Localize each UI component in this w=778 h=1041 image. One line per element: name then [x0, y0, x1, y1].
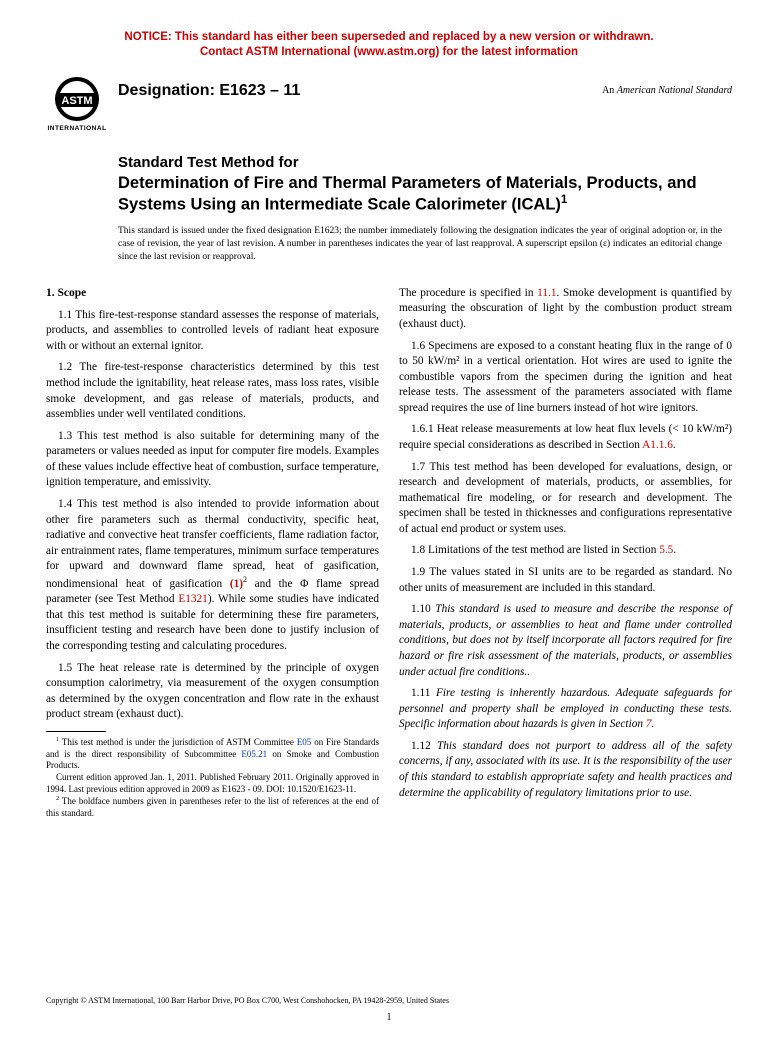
para-1-6: 1.6 Specimens are exposed to a constant … [399, 339, 732, 417]
designation-text: Designation: E1623 – 11 [118, 82, 300, 100]
section-1-heading: 1. Scope [46, 286, 379, 302]
footnote-1: 1 This test method is under the jurisdic… [46, 736, 379, 772]
para-1-6-1: 1.6.1 Heat release measurements at low h… [399, 422, 732, 453]
logo-text-bottom: INTERNATIONAL [47, 125, 106, 132]
para-1-5-cont: The procedure is specified in 11.1. Smok… [399, 286, 732, 333]
link-e1321[interactable]: E1321 [178, 593, 208, 605]
page-number: 1 [0, 1012, 778, 1023]
right-column: The procedure is specified in 11.1. Smok… [399, 286, 732, 820]
para-1-5: 1.5 The heat release rate is determined … [46, 661, 379, 723]
link-5-5[interactable]: 5.5 [659, 544, 673, 556]
footnote-1-edition: Current edition approved Jan. 1, 2011. P… [46, 772, 379, 795]
link-e05[interactable]: E05 [297, 737, 312, 747]
astm-logo: ASTM INTERNATIONAL [46, 74, 108, 136]
reference-1[interactable]: (1) [230, 578, 243, 590]
logo-text-top: ASTM [61, 95, 92, 107]
para-1-9: 1.9 The values stated in SI units are to… [399, 565, 732, 596]
link-e05-21[interactable]: E05.21 [241, 749, 267, 759]
body-columns: 1. Scope 1.1 This fire-test-response sta… [46, 286, 732, 820]
notice-line-2: Contact ASTM International (www.astm.org… [200, 46, 578, 58]
para-1-4: 1.4 This test method is also intended to… [46, 497, 379, 655]
para-1-7: 1.7 This test method has been developed … [399, 460, 732, 538]
title-lead: Standard Test Method for [118, 154, 732, 173]
header-row: ASTM INTERNATIONAL Designation: E1623 – … [46, 74, 732, 136]
title-main: Determination of Fire and Thermal Parame… [118, 173, 732, 216]
link-11-1[interactable]: 11.1 [537, 287, 556, 299]
para-1-12: 1.12 This standard does not purport to a… [399, 739, 732, 801]
title-block: Standard Test Method for Determination o… [118, 154, 732, 216]
para-1-1: 1.1 This fire-test-response standard ass… [46, 308, 379, 355]
designation-line: Designation: E1623 – 11 An American Nati… [118, 74, 732, 100]
document-page: NOTICE: This standard has either been su… [0, 0, 778, 1041]
notice-banner: NOTICE: This standard has either been su… [46, 30, 732, 60]
footnote-rule [46, 731, 106, 732]
para-1-10: 1.10 This standard is used to measure an… [399, 602, 732, 680]
para-1-2: 1.2 The fire-test-response characteristi… [46, 360, 379, 422]
ans-label: An American National Standard [602, 85, 732, 96]
para-1-11: 1.11 Fire testing is inherently hazardou… [399, 686, 732, 733]
footnote-2: 2 The boldface numbers given in parenthe… [46, 795, 379, 819]
standard-disclaimer: This standard is issued under the fixed … [118, 225, 722, 263]
notice-line-1: NOTICE: This standard has either been su… [124, 31, 653, 43]
para-1-8: 1.8 Limitations of the test method are l… [399, 543, 732, 559]
para-1-3: 1.3 This test method is also suitable fo… [46, 429, 379, 491]
left-column: 1. Scope 1.1 This fire-test-response sta… [46, 286, 379, 820]
link-a1-1-6[interactable]: A1.1.6 [642, 439, 673, 451]
copyright-line: Copyright © ASTM International, 100 Barr… [46, 996, 449, 1005]
